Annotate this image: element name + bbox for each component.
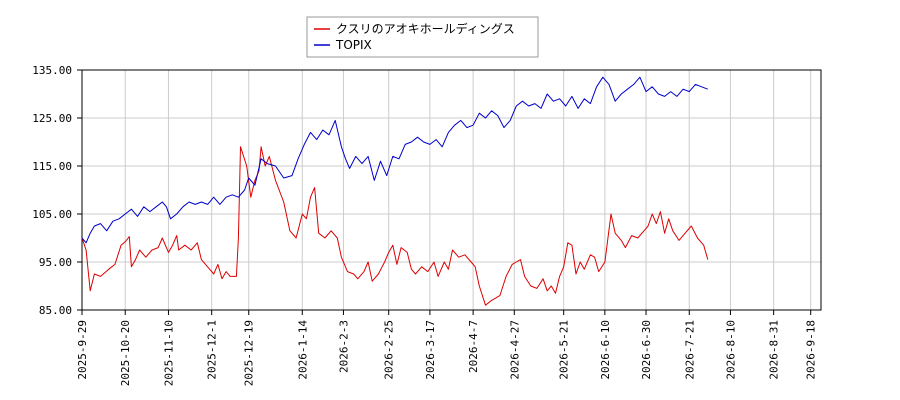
series-line-1 (81, 146, 709, 306)
chart-legend: クスリのアオキホールディングス TOPIX (306, 16, 539, 58)
y-tick-label: 135.00 (32, 64, 72, 77)
x-tick-label: 2026-2-25 (383, 320, 396, 380)
y-tick-label: 95.00 (39, 256, 72, 269)
legend-box (306, 16, 539, 58)
x-tick-label: 2026-9-18 (805, 320, 818, 380)
x-tick-label: 2026-4-7 (467, 320, 480, 373)
chart-series-lines (81, 76, 709, 306)
x-tick-label: 2026-8-31 (768, 320, 781, 380)
y-tick-label: 105.00 (32, 208, 72, 221)
x-tick-label: 2025-9-29 (76, 320, 89, 380)
legend-label-series-2: TOPIX (335, 38, 372, 52)
x-tick-label: 2026-3-17 (424, 320, 437, 380)
y-tick-label: 85.00 (39, 304, 72, 317)
x-tick-label: 2025-10-20 (119, 320, 132, 386)
x-tick-label: 2026-6-30 (640, 320, 653, 380)
y-axis-tick-labels: 85.00 95.00 105.00 115.00 125.00 135.00 (32, 64, 72, 317)
plot-area-border (81, 69, 822, 311)
chart-grid (81, 69, 821, 311)
x-tick-label: 2026-4-27 (508, 320, 521, 380)
y-tick-label: 115.00 (32, 160, 72, 173)
x-tick-label: 2026-5-21 (558, 320, 571, 380)
chart-axes (77, 69, 822, 315)
x-tick-label: 2026-2-3 (337, 320, 350, 373)
x-tick-label: 2026-8-10 (724, 320, 737, 380)
x-tick-label: 2026-7-21 (683, 320, 696, 380)
x-tick-label: 2025-12-1 (206, 320, 219, 380)
y-tick-label: 125.00 (32, 112, 72, 125)
legend-label-series-1: クスリのアオキホールディングス (336, 21, 515, 36)
x-axis-tick-labels: 2025-9-29 2025-10-20 2025-11-10 2025-12-1 20… (76, 320, 818, 387)
x-tick-label: 2026-1-14 (296, 320, 309, 380)
series-line-2 (81, 76, 708, 244)
x-tick-label: 2026-6-10 (599, 320, 612, 380)
x-tick-label: 2025-12-19 (243, 320, 256, 386)
x-tick-label: 2025-11-10 (162, 320, 175, 386)
